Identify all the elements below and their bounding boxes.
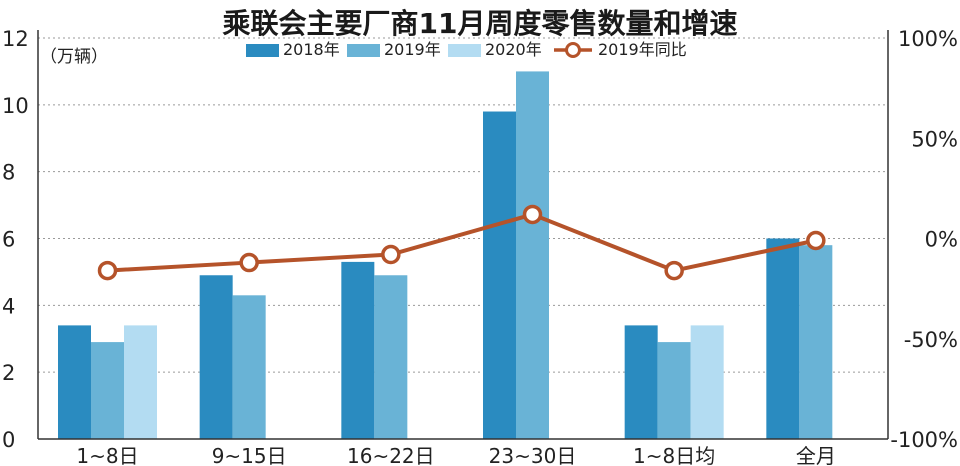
bar <box>58 325 91 439</box>
line-point <box>381 244 401 265</box>
x-tick-label: 1~8日均 <box>633 444 715 466</box>
x-tick-label: 1~8日 <box>76 444 138 466</box>
x-tick-label: 全月 <box>796 444 836 466</box>
y-tick-label: 12 <box>2 27 29 51</box>
y-tick-label: 2 <box>2 361 15 385</box>
bar <box>690 325 724 439</box>
y2-tick-label: 50% <box>911 127 958 151</box>
legend-swatch <box>347 44 380 57</box>
line-point <box>239 252 259 273</box>
bar <box>124 325 157 439</box>
line-point <box>522 204 543 225</box>
bar <box>91 342 124 439</box>
y-unit-label: （万辆） <box>40 47 108 67</box>
y-tick-label: 8 <box>2 161 15 185</box>
legend-label: 2020年 <box>485 40 542 59</box>
legend-marker <box>565 42 581 58</box>
legend-label: 2019年同比 <box>598 40 687 59</box>
bar <box>516 71 549 440</box>
line-point <box>806 230 826 251</box>
y-tick-label: 0 <box>2 428 15 452</box>
chart-title: 乘联会主要厂商11月周度零售数量和增速 <box>222 7 738 40</box>
bar <box>199 275 233 439</box>
line-point <box>664 260 684 281</box>
line-series <box>107 212 817 273</box>
bar <box>624 325 658 439</box>
bar <box>374 275 408 439</box>
legend-label: 2019年 <box>384 40 441 59</box>
bar <box>341 261 375 439</box>
x-tick-label: 16~22日 <box>347 444 435 466</box>
x-tick-label: 23~30日 <box>489 444 577 466</box>
y2-tick-label: 0% <box>925 228 958 252</box>
legend-swatch <box>246 44 279 57</box>
y-tick-label: 6 <box>2 228 15 252</box>
y2-tick-label: 100% <box>898 27 958 51</box>
y-tick-label: 4 <box>2 294 15 318</box>
legend-swatch <box>448 44 481 57</box>
x-tick-label: 9~15日 <box>212 444 287 466</box>
bar <box>766 238 800 439</box>
y-tick-label: 10 <box>2 94 29 118</box>
legend-label: 2018年 <box>283 40 340 59</box>
bar <box>232 295 266 439</box>
line-point <box>97 260 118 281</box>
y2-tick-label: -100% <box>890 428 958 452</box>
y2-tick-label: -50% <box>904 328 958 352</box>
bar <box>483 111 516 440</box>
bar <box>657 342 691 439</box>
bar <box>799 245 833 439</box>
